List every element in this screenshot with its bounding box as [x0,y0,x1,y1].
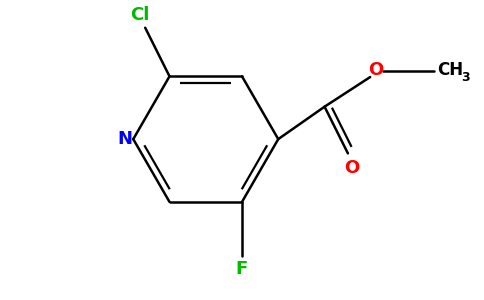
Text: O: O [344,159,359,177]
Text: Cl: Cl [130,6,149,24]
Text: N: N [117,130,132,148]
Text: O: O [368,61,384,79]
Text: CH: CH [438,61,464,79]
Text: 3: 3 [462,71,470,84]
Text: F: F [236,260,248,278]
